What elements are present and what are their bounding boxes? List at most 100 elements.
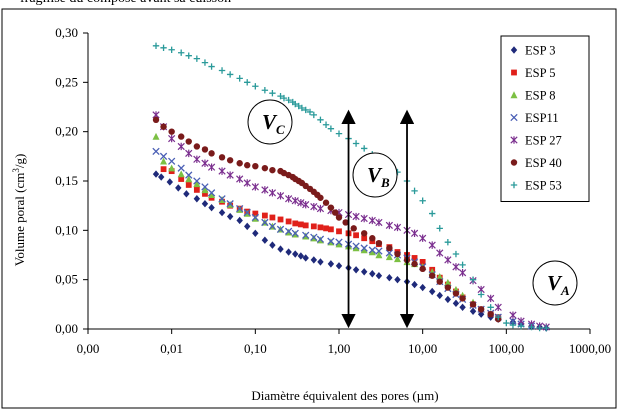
data-point (495, 313, 502, 321)
top-caption: fragilisé du composé avant sa cuisson (0, 0, 618, 9)
legend-entry: ESP 53 (510, 179, 562, 193)
data-point (207, 163, 216, 171)
data-point (368, 246, 376, 254)
y-tick-label: 0,30 (55, 25, 78, 40)
data-point (394, 275, 401, 284)
data-point (177, 170, 185, 178)
x-tick-label: 1000,00 (569, 341, 611, 356)
data-point (218, 67, 226, 74)
legend-marker (510, 136, 518, 144)
y-tick-label: 0,15 (55, 173, 78, 188)
data-point (183, 190, 190, 198)
data-point (487, 294, 495, 303)
data-point (419, 283, 426, 292)
x-tick-label: 0,00 (77, 341, 100, 356)
vc-label: VC (247, 99, 293, 145)
data-point (185, 52, 192, 59)
data-point (322, 199, 330, 206)
data-point (261, 212, 268, 219)
y-tick-label: 0,10 (55, 222, 78, 237)
legend-marker (510, 159, 518, 166)
data-point (201, 199, 209, 208)
y-tick-label: 0,25 (55, 74, 78, 89)
data-point (297, 252, 305, 260)
data-point (193, 180, 201, 188)
x-tick-label: 10,00 (408, 341, 437, 356)
va-label: VA (532, 260, 578, 306)
data-point (185, 171, 193, 179)
data-point (208, 150, 215, 157)
data-point (369, 270, 376, 278)
data-point (327, 260, 335, 268)
data-point (207, 189, 216, 197)
data-point (252, 83, 259, 90)
data-point (185, 149, 193, 158)
data-point (428, 272, 436, 279)
data-point (236, 75, 243, 82)
data-point (193, 195, 201, 203)
data-point (503, 319, 510, 327)
data-point (509, 317, 517, 325)
data-point (429, 210, 436, 217)
legend-entry: ESP 40 (510, 156, 562, 170)
vb-label-text: VB (367, 163, 390, 190)
data-point (360, 244, 368, 252)
data-point (152, 170, 160, 178)
data-point (218, 154, 226, 161)
data-point (375, 251, 383, 259)
data-point (177, 164, 185, 172)
vb-label: VB (352, 152, 398, 198)
data-point (469, 307, 477, 315)
data-point (285, 248, 292, 256)
data-point (316, 204, 325, 213)
legend-marker (510, 181, 518, 189)
data-point (302, 222, 309, 229)
data-point (444, 256, 452, 264)
data-point (543, 324, 550, 332)
data-point (360, 230, 368, 237)
ticks: 0,00 0,05 0,10 0,15 0,20 0,25 0,30 0,00 0,01 0,10… (55, 25, 611, 356)
data-point (369, 235, 376, 242)
data-point (368, 216, 376, 225)
data-point (444, 295, 452, 304)
data-point (252, 210, 259, 217)
legend-label: ESP 8 (525, 89, 555, 103)
data-point (436, 273, 444, 280)
data-point (218, 208, 226, 217)
series-esp53 (152, 42, 550, 332)
data-point (452, 263, 460, 271)
data-point (285, 218, 292, 225)
data-point (335, 238, 343, 246)
data-point (201, 186, 209, 194)
data-point (368, 248, 376, 256)
data-point (251, 213, 259, 222)
data-point (327, 125, 335, 132)
data-point (444, 284, 452, 291)
data-point (168, 46, 175, 53)
data-point (335, 130, 343, 137)
data-point (335, 240, 343, 248)
data-point (323, 225, 329, 232)
data-point (477, 291, 485, 298)
data-point (385, 249, 394, 257)
data-point (306, 108, 314, 116)
data-point (419, 259, 426, 265)
legend-marker (511, 69, 517, 76)
vb-label-main: V (367, 163, 383, 187)
data-point (393, 255, 401, 263)
legend-label: ESP 53 (525, 179, 562, 193)
data-point (193, 177, 201, 185)
data-point (386, 273, 393, 282)
va-label-main: V (547, 271, 563, 295)
data-point (452, 299, 460, 308)
data-point (152, 42, 160, 50)
data-point (276, 192, 285, 200)
data-point (444, 278, 452, 286)
data-point (269, 241, 276, 249)
data-point (168, 128, 175, 135)
legend-label: ESP 5 (525, 66, 555, 80)
data-point (393, 223, 402, 232)
x-tick-label: 100,00 (488, 341, 524, 356)
data-point (528, 323, 535, 331)
data-point (251, 183, 259, 191)
